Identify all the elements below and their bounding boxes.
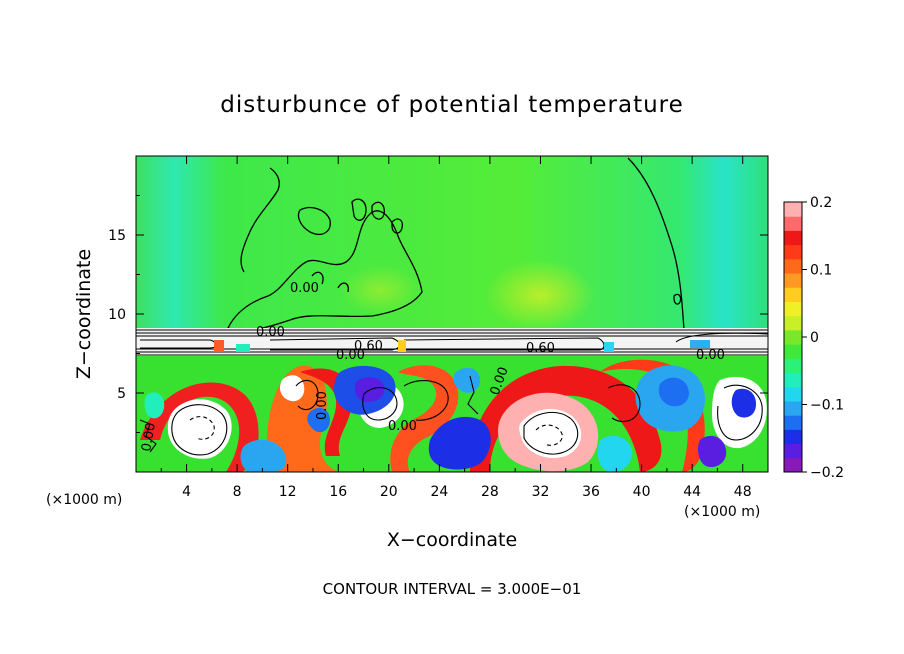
- colorbar-swatch: [784, 344, 802, 359]
- x-tick-label: 48: [734, 484, 752, 500]
- colorbar-swatch: [784, 244, 802, 260]
- contour-label: 0.00: [336, 348, 365, 363]
- x-tick-label: 20: [380, 484, 398, 500]
- contour-label: 0.00: [315, 391, 330, 420]
- x-tick-label: 24: [430, 484, 448, 500]
- colorbar-swatch: [784, 230, 802, 246]
- contour-label: 0.00: [696, 348, 725, 363]
- colorbar-swatch: [784, 301, 802, 317]
- x-tick-label: 44: [683, 484, 701, 500]
- colorbar-swatch: [784, 202, 802, 217]
- y-axis-label: Z−coordinate: [73, 249, 95, 379]
- y-tick-label: 10: [108, 307, 126, 323]
- x-unit-left: (×1000 m): [46, 492, 122, 508]
- colorbar-swatch: [784, 457, 802, 473]
- y-axis: 5 10 15: [108, 195, 768, 433]
- colorbar-tick-label: 0.1: [810, 263, 832, 279]
- upper-layer: [136, 156, 768, 336]
- x-tick-label: 8: [233, 484, 242, 500]
- colorbar-tick-label: −0.2: [810, 465, 844, 481]
- colorbar-tick-label: 0: [810, 330, 819, 346]
- contour-label: 0.00: [256, 325, 285, 340]
- contour-label: 0.00: [139, 422, 159, 453]
- x-tick-label: 4: [182, 484, 191, 500]
- colorbar-swatch: [784, 329, 802, 345]
- colorbar-swatch: [784, 386, 802, 402]
- warm-patch: [340, 265, 420, 315]
- y-tick-label: 5: [117, 386, 126, 402]
- x-axis: 4 8 12 16 20 24 28 32 36 40 44 48: [160, 156, 752, 500]
- colorbar-tick-label: −0.1: [810, 398, 844, 414]
- chart-title: disturbunce of potential temperature: [220, 92, 684, 118]
- contour-label: 0.60: [354, 339, 383, 354]
- colorbar-swatch: [784, 415, 802, 430]
- x-tick-label: 12: [279, 484, 297, 500]
- contour-label: 0.60: [526, 341, 555, 356]
- colorbar-swatch: [784, 400, 802, 416]
- x-tick-label: 16: [329, 484, 347, 500]
- colorbar-swatch: [784, 287, 802, 302]
- contour-interval-text: CONTOUR INTERVAL = 3.000E−01: [323, 580, 582, 598]
- contour-label: 0.00: [388, 419, 417, 434]
- colorbar-swatch: [784, 216, 802, 231]
- warm-patch: [485, 260, 595, 330]
- colorbar-swatch: [784, 315, 802, 331]
- colorbar: 0.2 0.1 0 −0.1 −0.2: [783, 195, 844, 481]
- upper-contours: [227, 157, 685, 332]
- colorbar-tick-label: 0.2: [810, 195, 832, 211]
- y-tick-label: 15: [108, 228, 126, 244]
- colorbar-swatch: [784, 429, 802, 445]
- x-tick-label: 28: [481, 484, 499, 500]
- contour-labels: 0.00 0.00 0.00 0.60 0.60 0.00 0.00 0.00 …: [139, 281, 725, 453]
- colorbar-swatch: [784, 443, 802, 459]
- contour-label: 0.00: [290, 281, 319, 296]
- colorbar-swatch: [784, 258, 802, 274]
- colorbar-swatch: [784, 358, 802, 374]
- heatmap-field: 0.00 0.00 0.00 0.60 0.60 0.00 0.00 0.00 …: [136, 156, 768, 472]
- x-tick-label: 36: [582, 484, 600, 500]
- interface-accents: [214, 340, 710, 352]
- colorbar-swatch: [784, 273, 802, 288]
- lower-eddies: [140, 359, 767, 472]
- colorbar-swatch: [784, 372, 802, 388]
- x-axis-label: X−coordinate: [387, 529, 517, 551]
- x-tick-label: 32: [532, 484, 550, 500]
- lower-contours: [139, 375, 763, 456]
- x-unit-right: (×1000 m): [684, 504, 760, 520]
- x-tick-label: 40: [633, 484, 651, 500]
